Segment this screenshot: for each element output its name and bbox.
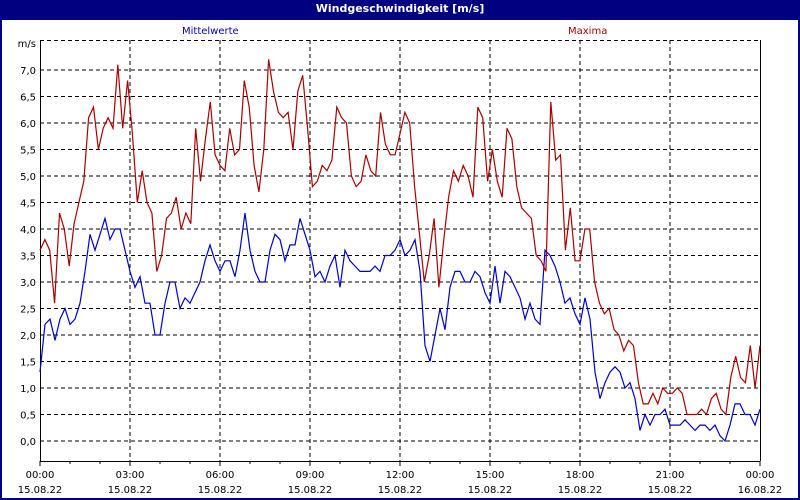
x-tick-date: 15.08.22 — [558, 485, 603, 496]
legend-max: Maxima — [568, 26, 607, 37]
chart-panel: Mittelwerte Maxima 0,0 0,5 1,0 1,5 2,0 2,5 3,0… — [2, 20, 798, 498]
x-tick-time: 03:00 — [116, 470, 145, 481]
x-tick-date: 16.08.22 — [738, 485, 783, 496]
x-tick-time: 00:00 — [746, 470, 775, 481]
y-tick-label: 1,5 — [20, 358, 36, 369]
x-tick-date: 15.08.22 — [18, 485, 63, 496]
legend-mean: Mittelwerte — [182, 26, 239, 37]
y-tick-label: 5,0 — [20, 172, 36, 183]
x-tick-time: 06:00 — [206, 470, 235, 481]
y-tick-label: 3,5 — [20, 252, 36, 263]
y-tick-label: 2,5 — [20, 305, 36, 316]
y-unit-label: m/s — [18, 39, 36, 50]
x-tick-date: 15.08.22 — [288, 485, 333, 496]
x-tick-time: 15:00 — [476, 470, 505, 481]
y-tick-label: 4,5 — [20, 199, 36, 210]
x-tick-date: 15.08.22 — [468, 485, 513, 496]
x-tick-date: 15.08.22 — [108, 485, 153, 496]
y-tick-label: 7,0 — [20, 66, 36, 77]
legend-mean-label: Mittelwerte — [182, 26, 239, 37]
x-tick-time: 00:00 — [26, 470, 55, 481]
y-tick-label: 3,0 — [20, 278, 36, 289]
y-tick-label: 6,0 — [20, 119, 36, 130]
window-title: Windgeschwindigkeit [m/s] — [315, 2, 485, 15]
x-tick-date: 15.08.22 — [198, 485, 243, 496]
y-tick-label: 2,0 — [20, 331, 36, 342]
y-tick-label: 6,5 — [20, 93, 36, 104]
line-chart: 0,0 0,5 1,0 1,5 2,0 2,5 3,0 3,5 4,0 4,5 5,0 5,5 6,0 6… — [18, 39, 783, 496]
y-tick-label: 5,5 — [20, 146, 36, 157]
series-line — [39, 59, 761, 416]
series-line — [39, 213, 761, 443]
x-tick-date: 15.08.22 — [378, 485, 423, 496]
x-tick-time: 12:00 — [386, 470, 415, 481]
x-tick-date: 15.08.22 — [648, 485, 693, 496]
y-tick-label: 4,0 — [20, 225, 36, 236]
x-tick-time: 21:00 — [656, 470, 685, 481]
y-tick-label: 0,5 — [20, 411, 36, 422]
y-tick-label: 0,0 — [20, 437, 36, 448]
legend-max-label: Maxima — [568, 26, 608, 37]
y-tick-label: 1,0 — [20, 384, 36, 395]
x-tick-time: 18:00 — [566, 470, 595, 481]
x-tick-time: 09:00 — [296, 470, 325, 481]
